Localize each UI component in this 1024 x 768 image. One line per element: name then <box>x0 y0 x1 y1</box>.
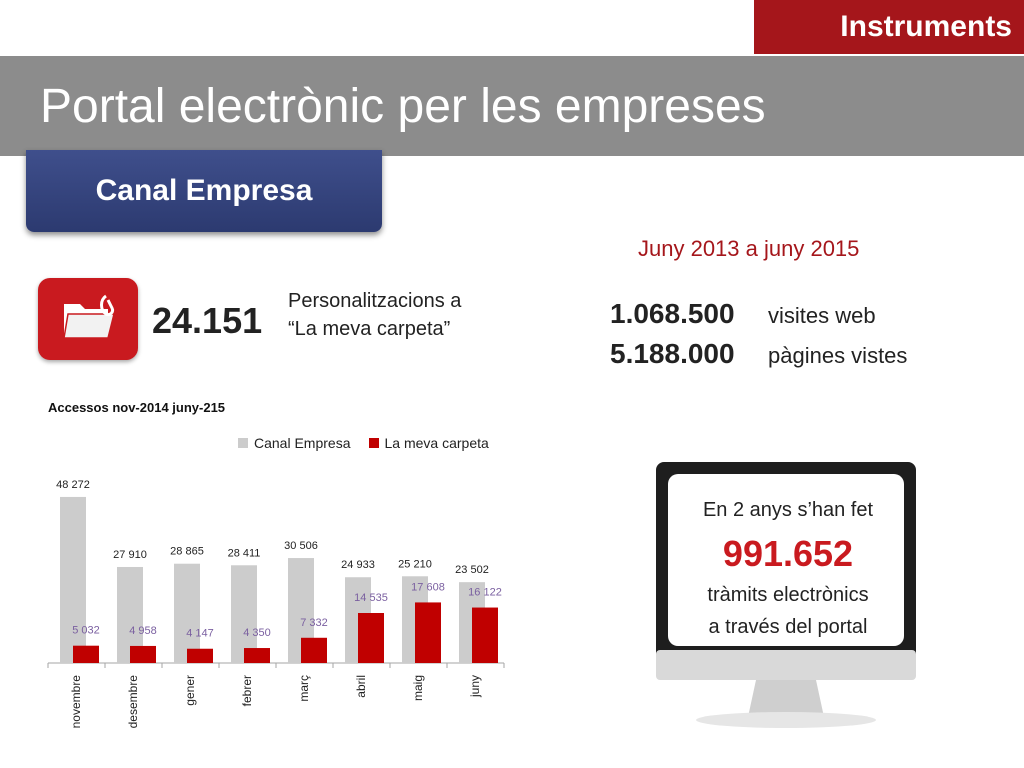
data-label: 25 210 <box>398 558 432 570</box>
data-label: 28 865 <box>170 546 204 558</box>
stat-value: 1.068.500 <box>610 298 735 329</box>
stat-visites: 1.068.500 visites web <box>610 298 876 330</box>
data-label: 5 032 <box>72 625 100 637</box>
bar-la-meva-carpeta <box>472 607 498 663</box>
bar-la-meva-carpeta <box>187 648 213 663</box>
legend-swatch <box>238 438 248 448</box>
data-label: 27 910 <box>113 549 147 561</box>
stat-pagines: 5.188.000 pàgines vistes <box>610 338 907 370</box>
category-label: desembre <box>126 675 140 729</box>
stat-label: visites web <box>768 303 876 328</box>
data-label: 14 535 <box>354 592 388 604</box>
legend-label: La meva carpeta <box>384 435 489 451</box>
data-label: 4 958 <box>129 625 157 637</box>
category-label: març <box>297 675 311 702</box>
bar-la-meva-carpeta <box>358 612 384 663</box>
bar-la-meva-carpeta <box>73 645 99 663</box>
data-label: 17 608 <box>411 581 445 593</box>
bar-chart: 48 272 5 032 novembre 27 910 4 958 desembre 28… <box>47 479 505 729</box>
legend-item-canal: Canal Empresa <box>238 435 351 451</box>
folder-icon <box>38 278 138 360</box>
section-tab: Instruments <box>754 0 1024 54</box>
bar-canal-empresa <box>174 563 200 663</box>
monitor-lines: tràmits electrònics a través del portal <box>668 579 908 643</box>
data-label: 4 350 <box>243 627 271 639</box>
category-label: novembre <box>69 675 83 729</box>
monitor-number: 991.652 <box>722 533 854 574</box>
bar-la-meva-carpeta <box>301 637 327 663</box>
canal-empresa-logo: Canal Empresa <box>26 150 382 232</box>
monitor-illustration <box>656 462 916 728</box>
category-label: abril <box>354 675 368 698</box>
personalizations-count: 24.151 <box>152 300 263 341</box>
data-label: 24 933 <box>341 559 375 571</box>
data-label: 23 502 <box>455 564 489 576</box>
chart-title: Accessos nov-2014 juny-215 <box>48 400 226 415</box>
bar-la-meva-carpeta <box>244 648 270 663</box>
page-title: Portal electrònic per les empreses <box>0 56 1024 156</box>
bar-canal-empresa <box>60 496 86 663</box>
category-label: maig <box>411 675 425 701</box>
bar-la-meva-carpeta <box>415 602 441 663</box>
bar-la-meva-carpeta <box>130 645 156 663</box>
legend-label: Canal Empresa <box>254 435 351 451</box>
category-label: febrer <box>240 675 254 706</box>
monitor-line3: a través del portal <box>708 616 868 638</box>
data-label: 4 147 <box>186 628 214 640</box>
stat-label: pàgines vistes <box>768 343 908 368</box>
data-label: 30 506 <box>284 540 318 552</box>
legend-swatch <box>368 438 379 448</box>
data-label: 28 411 <box>228 547 261 559</box>
personalizations-label: Personalitzacions a “La meva carpeta” <box>288 290 462 340</box>
category-label: gener <box>183 675 197 706</box>
data-label: 7 332 <box>300 617 328 629</box>
data-label: 16 122 <box>468 587 502 599</box>
monitor-line1: En 2 anys s’han fet <box>702 499 874 521</box>
data-label: 48 272 <box>56 479 90 491</box>
period-label: Juny 2013 a juny 2015 <box>638 236 860 261</box>
chart-legend: Canal Empresa La meva carpeta <box>238 435 489 451</box>
legend-item-carpeta: La meva carpeta <box>368 435 489 451</box>
monitor-line2: tràmits electrònics <box>707 584 869 606</box>
category-label: juny <box>468 675 482 698</box>
stat-value: 5.188.000 <box>610 338 735 369</box>
bar-canal-empresa <box>231 565 257 663</box>
